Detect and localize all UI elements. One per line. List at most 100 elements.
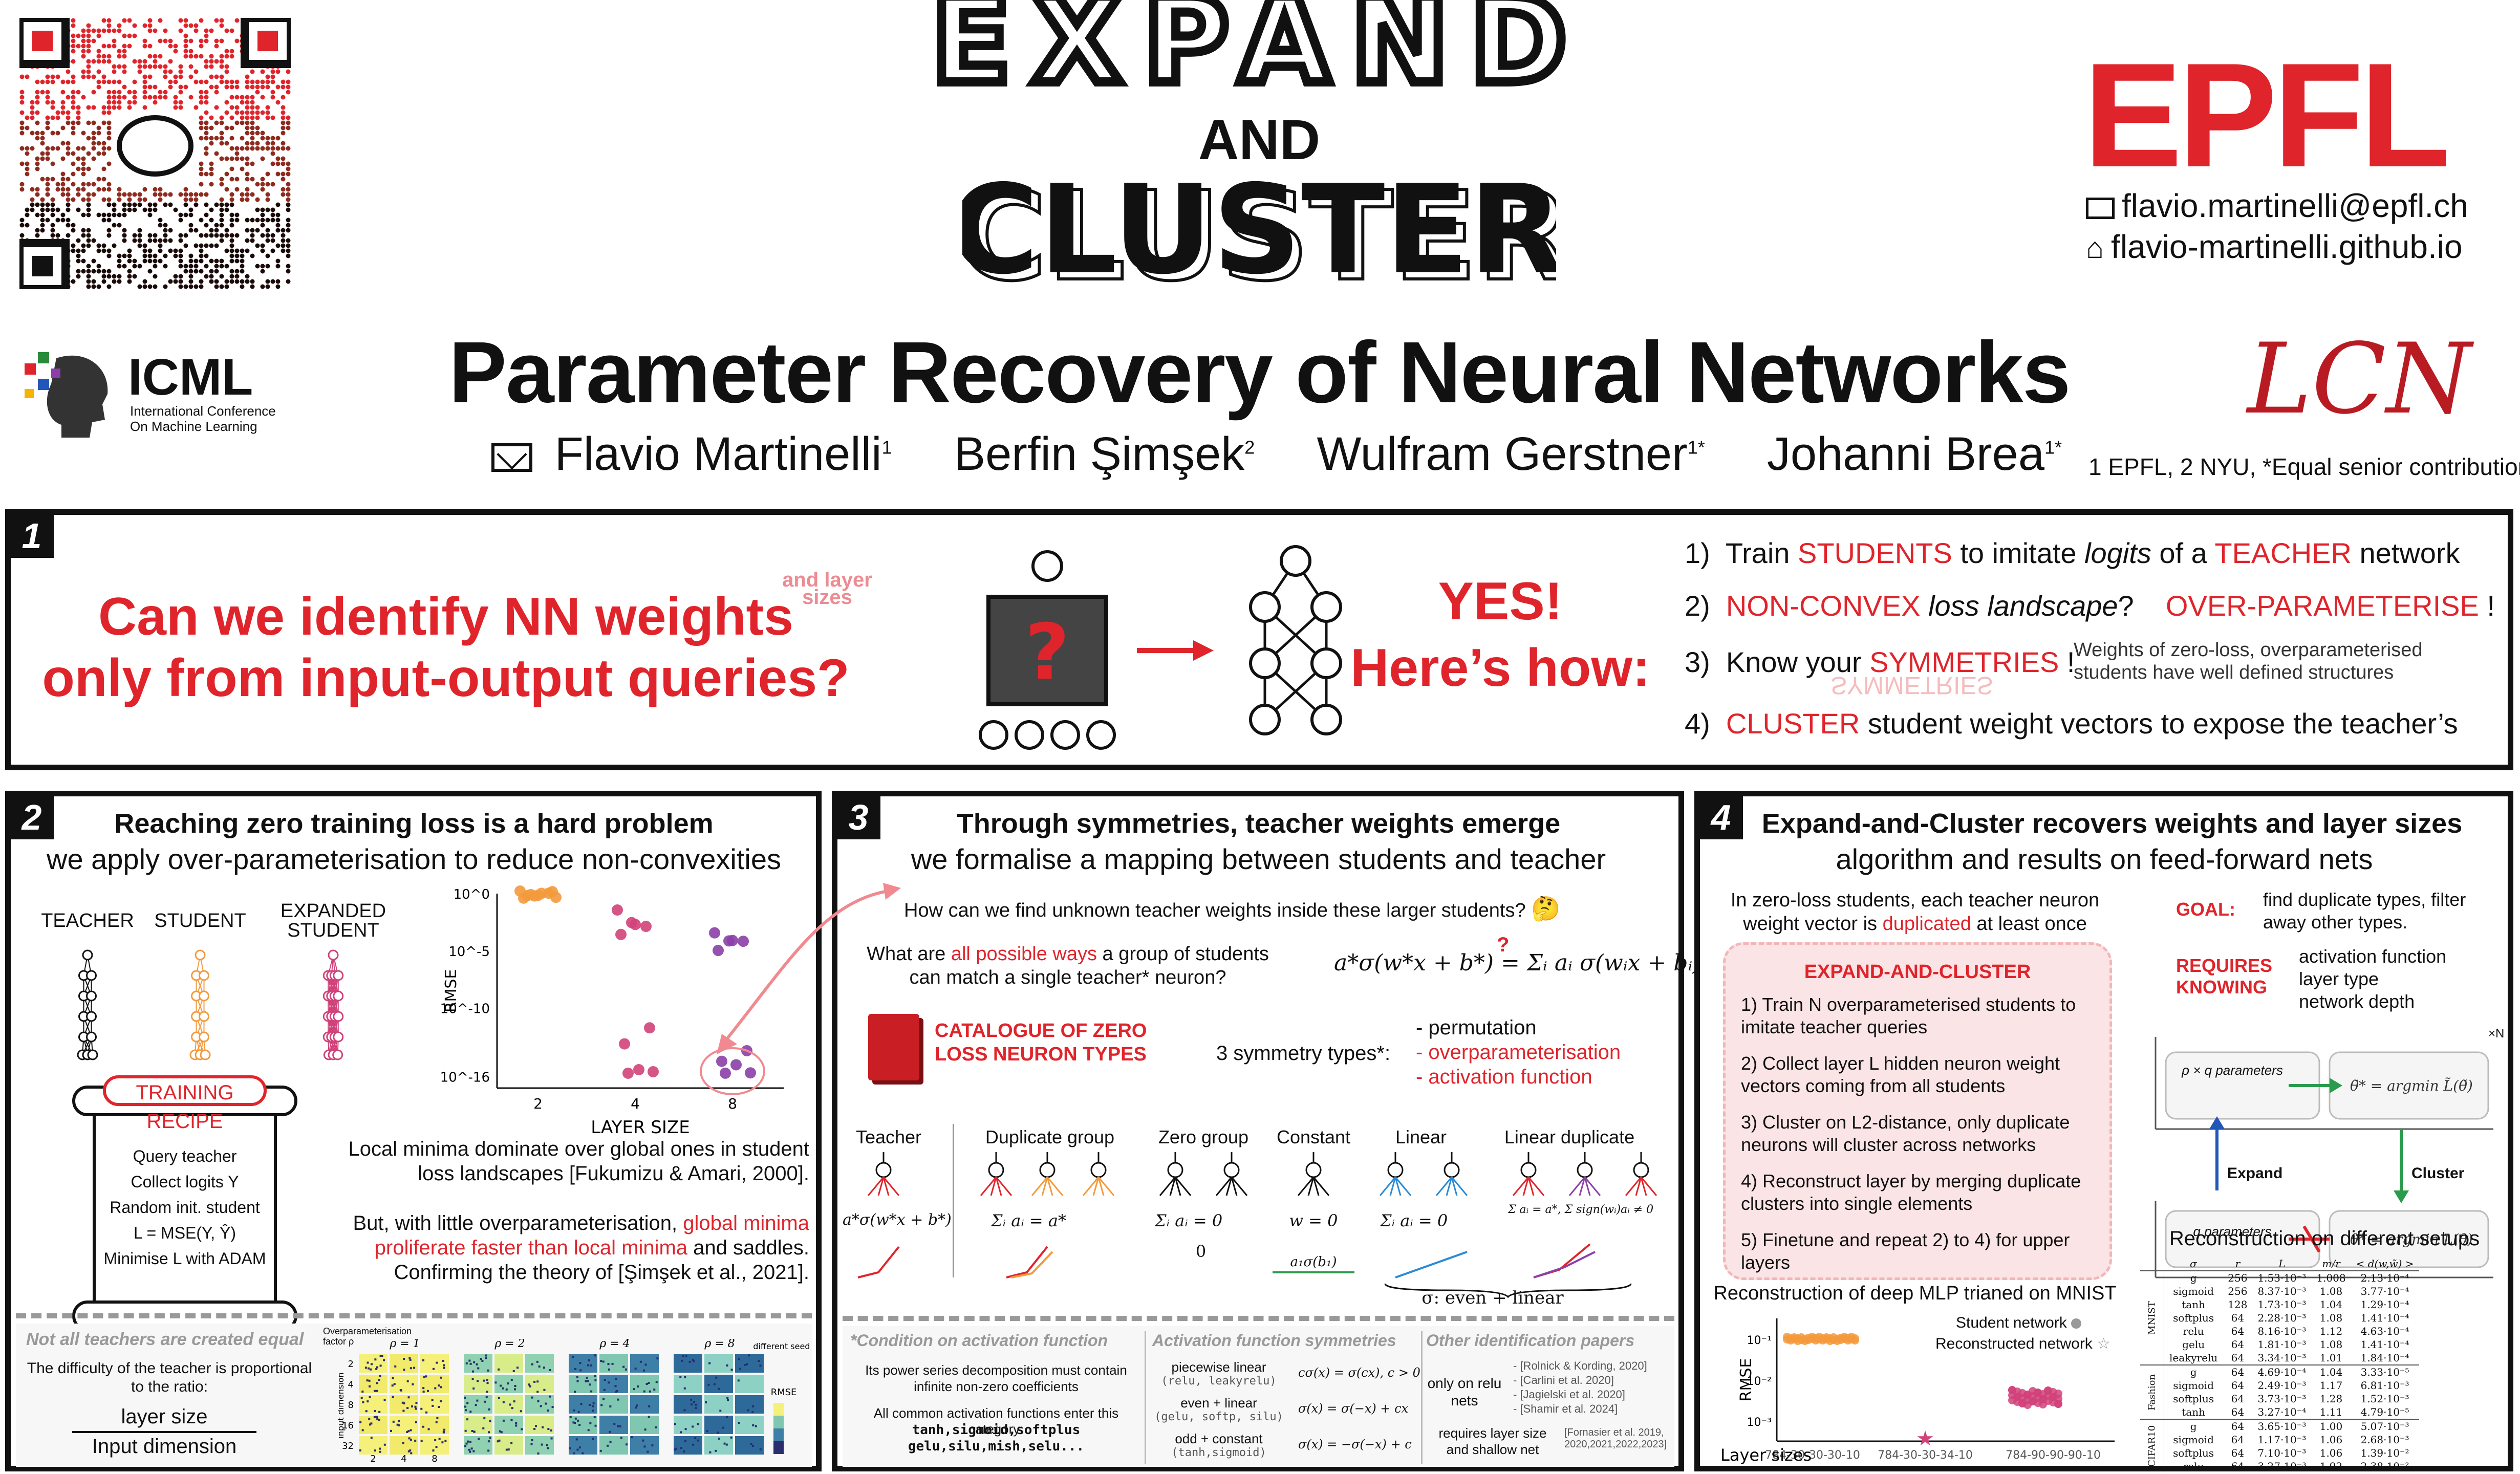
heat-y-label: input dimension [338, 1372, 346, 1438]
qr-module [199, 243, 204, 248]
qr-module [66, 115, 71, 120]
table-row: softplus 64 7.10·10⁻³ 1.06 1.39·10⁻² [2140, 1446, 2419, 1460]
qr-module [214, 105, 219, 110]
heatmap-dot [392, 1396, 394, 1398]
qr-module [209, 274, 214, 279]
qr-module [234, 146, 240, 151]
qr-module [117, 90, 122, 95]
qr-module [270, 212, 275, 218]
heatmap-dot [425, 1375, 427, 1378]
qr-module [281, 110, 286, 115]
heatmap-dot [692, 1443, 695, 1446]
qr-module [60, 177, 66, 182]
qr-module [240, 279, 245, 284]
qr-module [219, 223, 224, 228]
qr-module [219, 207, 224, 212]
step-2: 2) NON-CONVEX loss landscape? OVER-PARAM… [1685, 590, 2495, 622]
qr-module [147, 202, 153, 207]
qr-module [183, 23, 188, 28]
qr-module [71, 18, 76, 23]
qr-module [250, 125, 255, 131]
qr-module [183, 44, 188, 49]
heatmap-dot [717, 1432, 719, 1434]
qr-module [112, 207, 117, 212]
qr-module [193, 23, 199, 28]
qr-module [265, 197, 270, 202]
sym-row-eq: σ(x) = −σ(−x) + c [1298, 1437, 1412, 1451]
qr-module [183, 33, 188, 38]
heatmap-dot [644, 1363, 647, 1366]
heatmap-dot [410, 1452, 413, 1455]
heatmap-dot [726, 1364, 728, 1367]
title-and: AND [1198, 109, 1321, 171]
qr-module [91, 28, 96, 33]
qr-module [127, 258, 132, 264]
heatmap-dot [376, 1366, 379, 1369]
table-cell: 64 [2231, 1325, 2245, 1337]
catalogue-title: CATALOGUE OF ZERO LOSS NEURON TYPES [935, 1020, 1147, 1065]
qr-module [270, 233, 275, 238]
heatmap-dot [533, 1427, 536, 1430]
constant-value: a₁σ(b₁) [1290, 1254, 1337, 1270]
qr-module [178, 274, 183, 279]
qr-module [106, 28, 112, 33]
symmetry-type: - permutation [1416, 1016, 1537, 1039]
qr-module [281, 115, 286, 120]
heatmap-dot [549, 1395, 551, 1398]
qr-module [178, 248, 183, 253]
qr-module [163, 90, 168, 95]
qr-module [81, 233, 86, 238]
heatmap-dot [616, 1390, 618, 1392]
heatmap-dot [534, 1425, 537, 1427]
qr-module [96, 151, 101, 156]
qr-module [117, 223, 122, 228]
heatmap-dot [511, 1407, 513, 1410]
qr-module [66, 187, 71, 192]
qr-module [122, 54, 127, 59]
qr-module [250, 105, 255, 110]
qr-module [209, 115, 214, 120]
qr-module [281, 192, 286, 197]
qr-module [19, 131, 25, 136]
qr-module [224, 125, 229, 131]
qr-module [132, 233, 137, 238]
qr-module [76, 253, 81, 258]
heatmap-dot [684, 1428, 687, 1430]
linear-neuron [1435, 1152, 1468, 1196]
condition-title: *Condition on activation function [850, 1331, 1108, 1350]
qr-module [86, 38, 91, 44]
data-point [640, 921, 652, 933]
heatmap-dot [608, 1381, 610, 1384]
data-point [536, 887, 547, 899]
table-cell: relu [2183, 1460, 2204, 1472]
qr-module [281, 171, 286, 177]
qr-module [86, 166, 91, 171]
heatmap-dot [410, 1367, 412, 1370]
table-row: gelu 64 1.81·10⁻³ 1.08 1.41·10⁻⁴ [2140, 1338, 2419, 1351]
qr-module [106, 269, 112, 274]
heatmap-dot [412, 1383, 414, 1385]
qr-module [25, 161, 30, 166]
qr-module [199, 248, 204, 253]
website-text: flavio-martinelli.github.io [2111, 228, 2463, 265]
qr-module [86, 202, 91, 207]
qr-module [234, 253, 240, 258]
heatmap-dot [469, 1362, 472, 1365]
qr-module [163, 192, 168, 197]
qr-module [281, 146, 286, 151]
student-net [189, 949, 211, 1060]
type-zero-group: Zero group [1158, 1126, 1249, 1147]
table-cell: 4.69·10⁻⁴ [2257, 1366, 2307, 1378]
qr-module [101, 28, 106, 33]
table-cell: 1.92 [2319, 1460, 2343, 1472]
qr-module [106, 202, 112, 207]
table-cell: 5.07·10⁻³ [2360, 1420, 2409, 1433]
heatmap-dot [366, 1379, 369, 1382]
qr-module [188, 279, 193, 284]
qr-module [40, 131, 45, 136]
qr-module [163, 223, 168, 228]
heatmap-dot [683, 1387, 686, 1390]
qr-module [168, 79, 173, 84]
qr-module [35, 228, 40, 233]
qr-module [245, 248, 250, 253]
